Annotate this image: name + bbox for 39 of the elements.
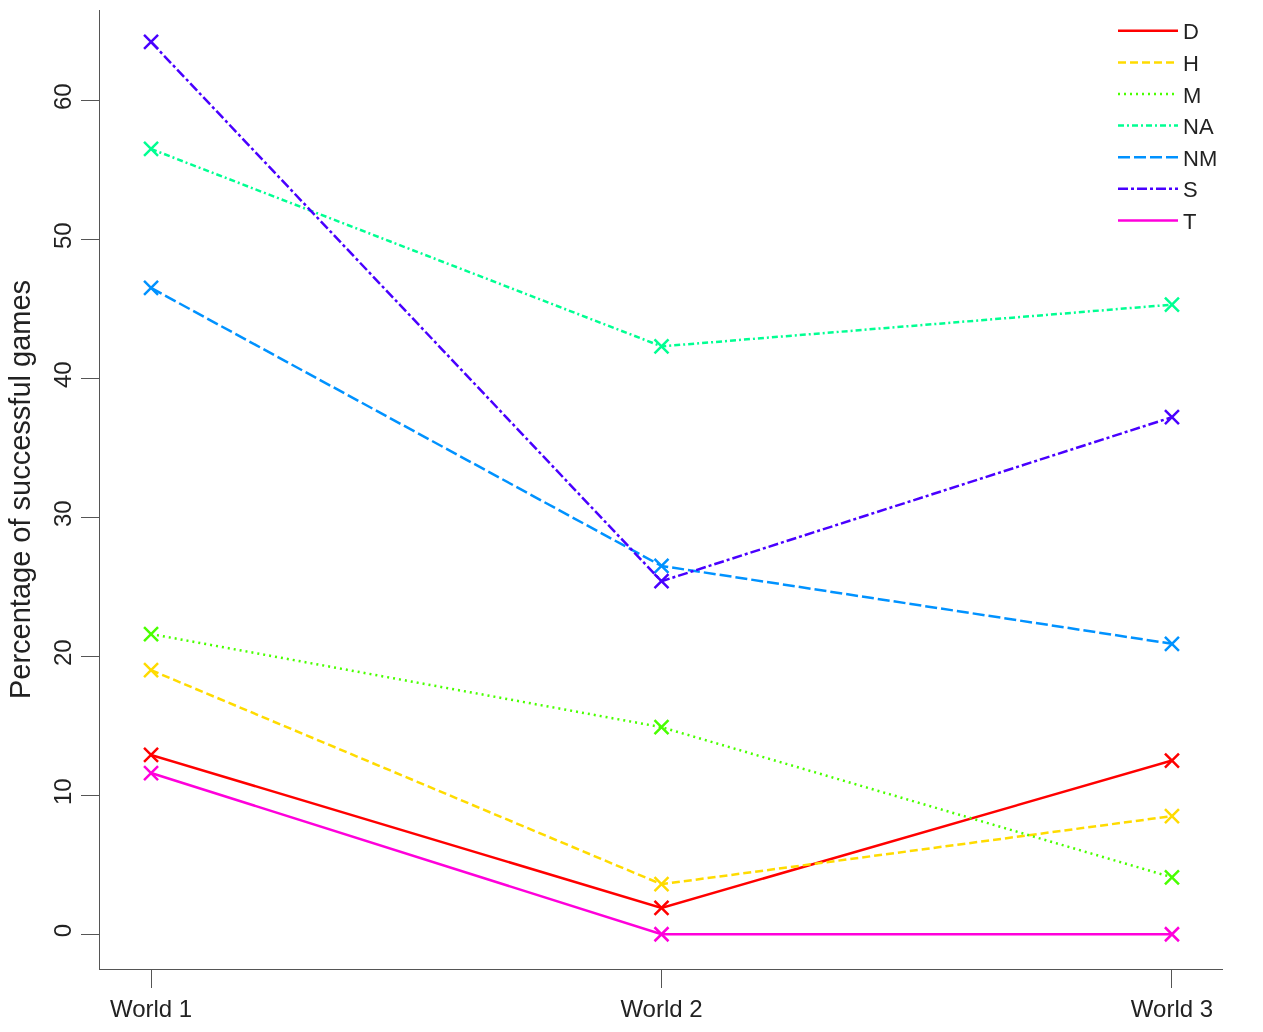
y-tick-label: 30 [49, 500, 77, 528]
y-tick-label: 40 [49, 361, 77, 389]
point [1163, 296, 1181, 313]
point [653, 899, 670, 917]
point [653, 926, 670, 943]
y-axis-title: Percentage of successful games [3, 279, 36, 700]
y-tick-label: 50 [49, 222, 77, 250]
y-tick-label: 20 [49, 639, 77, 667]
legend-label: D [1183, 19, 1199, 45]
point [653, 557, 670, 575]
point [142, 764, 160, 782]
legend-label: T [1183, 208, 1197, 234]
y-tick-label: 60 [49, 83, 77, 111]
point [142, 661, 160, 679]
point [1163, 752, 1181, 769]
point [653, 338, 670, 355]
point [142, 746, 160, 764]
x-tick-label: World 2 [620, 994, 703, 1022]
point [142, 279, 160, 297]
legend-label: M [1183, 82, 1202, 108]
point [142, 625, 160, 643]
legend-label: H [1183, 50, 1199, 76]
point [653, 875, 670, 893]
point [653, 718, 670, 736]
point [142, 33, 160, 51]
legend-label: NA [1183, 114, 1214, 140]
y-tick-label: 10 [49, 778, 77, 806]
legend-label: NM [1183, 145, 1218, 171]
legend-label: S [1183, 177, 1198, 203]
point [1163, 635, 1181, 653]
x-tick-label: World 1 [109, 994, 193, 1022]
point [1163, 869, 1181, 886]
point [1163, 408, 1181, 426]
point [1163, 807, 1181, 825]
point [142, 140, 160, 158]
point [1163, 926, 1181, 943]
x-tick-label: World 3 [1130, 994, 1214, 1022]
point [653, 572, 670, 590]
y-tick-label: 0 [49, 923, 77, 938]
